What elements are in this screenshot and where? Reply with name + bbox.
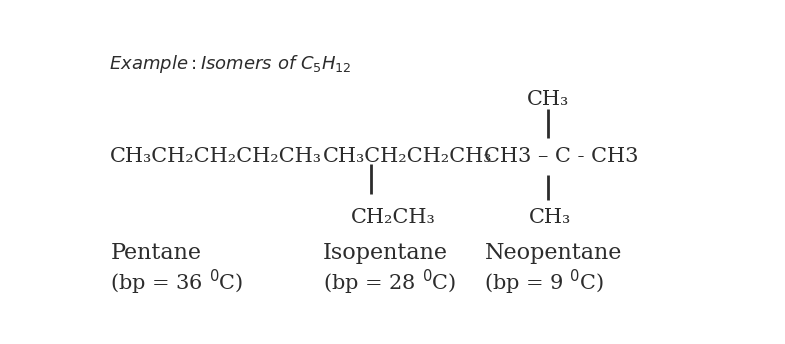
Text: CH₃CH₂CH₂CH₂CH₃: CH₃CH₂CH₂CH₂CH₃ (110, 147, 323, 166)
Text: (bp = 36 $^0$C): (bp = 36 $^0$C) (110, 268, 243, 297)
Text: CH₃CH₂CH₂CH₃: CH₃CH₂CH₂CH₃ (323, 147, 493, 166)
Text: $\it{Example: Isomers\ of\ C_5H_{12}}$: $\it{Example: Isomers\ of\ C_5H_{12}}$ (109, 53, 352, 75)
Text: (bp = 28 $^0$C): (bp = 28 $^0$C) (323, 268, 457, 297)
Text: CH₃: CH₃ (529, 208, 571, 227)
Text: CH₃: CH₃ (527, 90, 569, 109)
Text: CH3 – C - CH3: CH3 – C - CH3 (484, 147, 639, 166)
Text: CH₂CH₃: CH₂CH₃ (351, 208, 436, 227)
Text: Isopentane: Isopentane (323, 242, 448, 264)
Text: (bp = 9 $^0$C): (bp = 9 $^0$C) (484, 268, 604, 297)
Text: Neopentane: Neopentane (484, 242, 622, 264)
Text: Pentane: Pentane (110, 242, 201, 264)
